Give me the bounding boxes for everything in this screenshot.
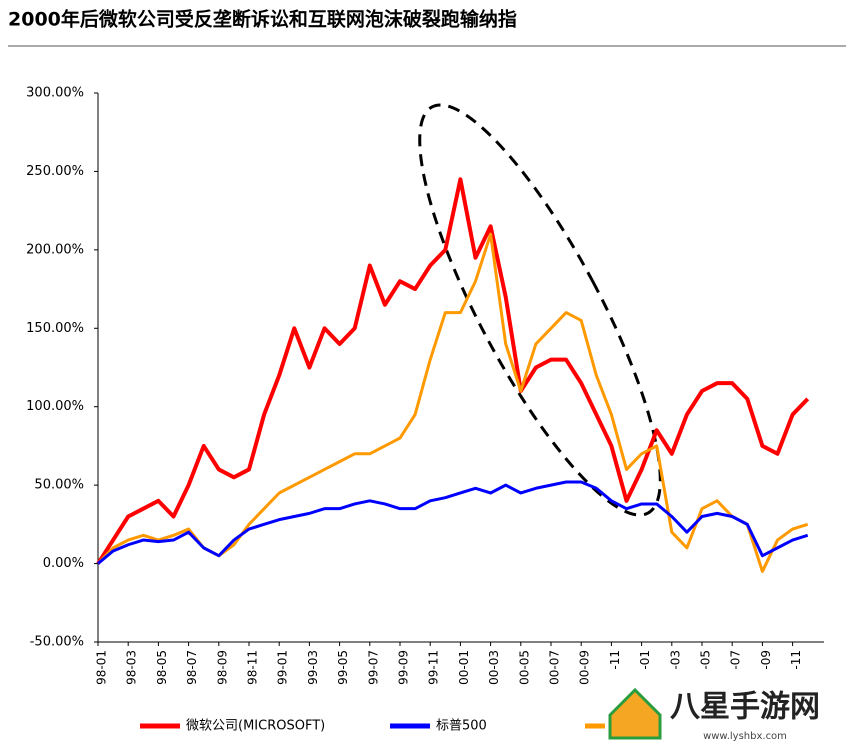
x-tick-label: 99-03 <box>306 650 320 685</box>
x-tick-label: -09 <box>759 650 773 670</box>
x-tick-label: 98-11 <box>246 650 260 685</box>
legend-label: 标普500 <box>436 719 487 734</box>
x-tick-label: 99-05 <box>336 650 350 685</box>
line-series <box>96 177 810 565</box>
x-tick-label: 98-01 <box>95 650 109 685</box>
y-tick-label: 100.00% <box>26 399 84 414</box>
x-tick-label: 99-11 <box>427 650 441 685</box>
watermark-url: www.lyshbx.com <box>703 731 787 742</box>
y-tick-label: 50.00% <box>34 478 84 493</box>
x-tick-label: 00-03 <box>487 650 501 685</box>
x-tick-label: 00-09 <box>578 650 592 685</box>
x-tick-label: 98-07 <box>185 650 199 685</box>
x-tick-label: -03 <box>668 650 682 670</box>
x-tick-label: -07 <box>729 650 743 670</box>
watermark: 八星手游网 <box>670 690 820 725</box>
x-tick-label: -05 <box>699 650 713 670</box>
legend-label: 微软公司(MICROSOFT) <box>186 719 325 734</box>
line-series <box>97 480 809 565</box>
x-tick-label: 98-03 <box>125 650 139 685</box>
x-tick-label: 98-05 <box>155 650 169 685</box>
x-tick-label: 99-01 <box>276 650 290 685</box>
x-tick-label: -01 <box>638 650 652 670</box>
chart-title: 2000年后微软公司受反垄断诉讼和互联网泡沫破裂跑输纳指 <box>8 8 517 31</box>
x-tick-label: 98-09 <box>215 650 229 685</box>
watermark-logo <box>608 687 662 740</box>
x-tick-label: 99-07 <box>366 650 380 685</box>
x-tick-label: 00-05 <box>517 650 531 685</box>
y-tick-label: 200.00% <box>26 242 84 257</box>
y-tick-label: 0.00% <box>43 556 84 571</box>
x-tick-label: 00-07 <box>548 650 562 685</box>
annotation-ellipse <box>418 103 662 517</box>
line-series <box>96 232 809 573</box>
x-tick-label: -11 <box>789 650 803 670</box>
y-tick-label: -50.00% <box>30 635 84 650</box>
y-tick-label: 250.00% <box>26 164 84 179</box>
x-tick-label: 99-09 <box>397 650 411 685</box>
x-tick-label: -11 <box>608 650 622 670</box>
y-tick-label: 300.00% <box>26 86 84 101</box>
x-tick-label: 00-01 <box>457 650 471 685</box>
y-tick-label: 150.00% <box>26 321 84 336</box>
